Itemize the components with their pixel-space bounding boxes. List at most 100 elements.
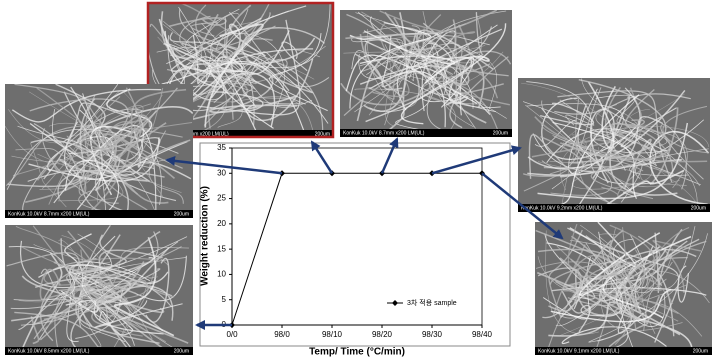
fiber (65, 123, 146, 196)
fiber (133, 131, 192, 180)
fiber (365, 14, 442, 100)
fiber (96, 261, 189, 344)
fiber (202, 21, 259, 132)
fiber (171, 56, 258, 134)
fiber (20, 306, 133, 326)
fiber (445, 82, 469, 106)
chart: 051015202530350/098/098/1098/2098/3098/4… (217, 143, 492, 339)
fiber (550, 288, 672, 323)
fiber (6, 252, 80, 340)
y-tick-label: 10 (217, 270, 226, 279)
image-caption: KonKuk 10.0kV 8.7mm x200 LM(UL) (343, 130, 425, 136)
fiber (351, 50, 496, 113)
fiber (43, 102, 131, 180)
fiber (168, 17, 227, 28)
y-axis-label: Weight reduction (%) (200, 186, 211, 286)
fiber (8, 246, 79, 342)
caption-bar (535, 347, 712, 355)
fiber (560, 265, 627, 318)
fiber (384, 11, 470, 86)
fiber (222, 48, 306, 127)
image-scale: 200um (693, 348, 708, 354)
fiber (91, 279, 131, 327)
x-tick-label: 98/40 (472, 330, 493, 339)
fiber (578, 304, 605, 333)
fiber (81, 252, 114, 323)
fiber (190, 21, 218, 37)
fiber (10, 282, 172, 309)
fiber (523, 168, 568, 192)
fiber (57, 169, 165, 199)
image-scale: 200um (174, 348, 189, 354)
fiber (629, 148, 709, 176)
fiber (82, 121, 138, 195)
fiber (94, 300, 183, 329)
fiber (528, 134, 613, 206)
fiber (34, 276, 131, 307)
fiber (114, 114, 151, 195)
fiber (643, 226, 696, 332)
fiber (359, 56, 473, 123)
fiber (204, 23, 264, 128)
x-tick-label: 98/0 (274, 330, 290, 339)
image-caption: KonKuk 10.0kV 8.5mm x200 LM(UL) (8, 348, 90, 354)
fiber (269, 33, 328, 112)
fiber (67, 278, 137, 295)
fiber (588, 233, 708, 343)
fiber (649, 130, 710, 206)
fiber (181, 64, 274, 129)
fiber (29, 123, 152, 176)
fiber (404, 35, 490, 78)
fiber (537, 267, 582, 318)
fiber (560, 158, 683, 178)
fiber (587, 81, 617, 149)
fiber (33, 233, 112, 264)
fiber (104, 301, 135, 346)
y-tick-label: 5 (222, 295, 227, 304)
y-tick-label: 35 (217, 143, 226, 152)
fiber (165, 49, 321, 109)
sem-image: KonKuk 10.0kV 9.1mm x200 LM(UL) 200um (535, 222, 712, 355)
fiber (11, 88, 162, 123)
fiber (569, 222, 637, 268)
fiber (401, 23, 507, 125)
fiber (53, 125, 157, 210)
fiber (660, 124, 704, 190)
legend-label: 3차 적용 sample (407, 298, 457, 307)
sem-image: KonKuk 10.0kV 9.2mm x200 LM(UL) 200um (518, 78, 710, 212)
fiber (65, 160, 120, 218)
series-line (231, 172, 482, 326)
fiber (573, 287, 707, 299)
fiber (30, 142, 67, 208)
fiber (173, 22, 257, 85)
fiber (548, 301, 681, 337)
fiber (60, 230, 161, 280)
image-caption: KonKuk 10.0kV 9.1mm x200 LM(UL) (538, 348, 620, 354)
sem-image: KonKuk 10.0kV 8.7mm x200 LM(UL) 200um (340, 10, 512, 137)
fiber (559, 99, 595, 126)
chart-frame (199, 142, 511, 347)
fiber (231, 53, 329, 124)
fiber (354, 88, 456, 130)
fiber (169, 43, 225, 101)
fiber (564, 235, 661, 288)
fiber (548, 239, 612, 312)
fiber (621, 124, 697, 203)
caption-bar (147, 130, 334, 138)
fiber (158, 18, 224, 88)
fiber (13, 271, 103, 301)
y-tick-label: 25 (217, 194, 226, 203)
sem-images: KonKuk 5.0kV 8.3mm x200 LM(UL)200umKonKu… (5, 1, 712, 355)
arrow (310, 140, 334, 174)
fiber (408, 25, 422, 62)
fiber (18, 291, 68, 341)
fiber (395, 61, 434, 131)
image-scale: 200um (691, 205, 706, 211)
caption-bar (340, 129, 512, 137)
fiber (79, 241, 179, 343)
fiber (39, 268, 61, 302)
fiber (77, 106, 193, 143)
fiber (358, 54, 447, 94)
fiber (650, 240, 707, 286)
fiber (424, 55, 490, 85)
